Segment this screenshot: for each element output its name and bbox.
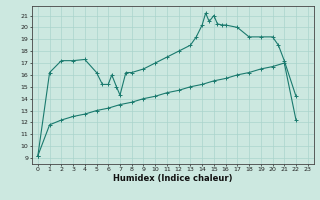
X-axis label: Humidex (Indice chaleur): Humidex (Indice chaleur): [113, 174, 233, 183]
